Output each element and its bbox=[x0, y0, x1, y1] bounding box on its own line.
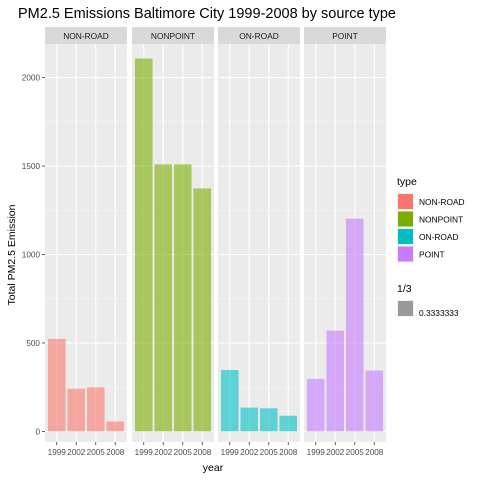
x-tick-label: 2002 bbox=[326, 448, 345, 457]
facet-strip-point bbox=[304, 27, 386, 44]
x-tick-label: 2005 bbox=[260, 448, 279, 457]
legend-alpha-swatch bbox=[398, 301, 413, 316]
legend-swatch bbox=[398, 229, 413, 244]
gridlines bbox=[45, 44, 127, 442]
x-tick-label: 2002 bbox=[67, 448, 86, 457]
y-tick-label: 500 bbox=[26, 339, 40, 348]
bar-non-road-2005 bbox=[86, 387, 105, 432]
x-tick-label: 1999 bbox=[221, 448, 240, 457]
x-tick-label: 2005 bbox=[174, 448, 193, 457]
legend-alpha-title: 1/3 bbox=[397, 283, 412, 295]
facet-panel-non-road: NON-ROAD 1999 2002 2005 2008 bbox=[45, 27, 127, 457]
chart-title: PM2.5 Emissions Baltimore City 1999-2008… bbox=[18, 6, 396, 22]
bar-on-road-2002 bbox=[240, 407, 259, 432]
bar-on-road-2008 bbox=[279, 415, 298, 432]
legend-label: POINT bbox=[419, 250, 445, 260]
bar-on-road-2005 bbox=[259, 408, 278, 432]
legend: type 1/3 0.3333333 NON-ROAD NONPOINT ON-RO… bbox=[397, 176, 465, 318]
facet-panel-point: POINT 1999 2002 2005 2008 bbox=[304, 27, 386, 457]
x-tick-label: 2002 bbox=[240, 448, 259, 457]
bar-nonpoint-2002 bbox=[154, 164, 173, 432]
bar-point-2002 bbox=[326, 330, 345, 432]
x-tick-label: 2005 bbox=[346, 448, 365, 457]
legend-item-on-road: ON-ROAD bbox=[397, 228, 459, 245]
bar-non-road-2002 bbox=[67, 388, 86, 432]
x-tick-label: 2008 bbox=[193, 448, 212, 457]
bar-point-2008 bbox=[365, 370, 384, 432]
legend-swatch bbox=[398, 246, 413, 262]
legend-alpha-label: 0.3333333 bbox=[419, 308, 459, 318]
bar-nonpoint-2008 bbox=[193, 188, 212, 432]
legend-swatch bbox=[398, 211, 413, 227]
bar-non-road-1999 bbox=[47, 338, 66, 432]
legend-item-non-road: NON-ROAD bbox=[397, 193, 465, 210]
bar-nonpoint-1999 bbox=[134, 58, 153, 432]
facet-strip-label: NON-ROAD bbox=[63, 31, 109, 41]
x-tick-label: 1999 bbox=[135, 448, 154, 457]
gridlines bbox=[218, 44, 300, 442]
facet-strip-label: NONPOINT bbox=[151, 31, 195, 41]
legend-label: NONPOINT bbox=[419, 215, 463, 225]
x-tick-label: 2005 bbox=[87, 448, 106, 457]
legend-label: ON-ROAD bbox=[419, 232, 459, 242]
facet-panel-nonpoint: NONPOINT 1999 2002 2005 2008 bbox=[132, 27, 214, 457]
facet-strip-label: ON-ROAD bbox=[239, 31, 279, 41]
x-tick-label: 2008 bbox=[106, 448, 125, 457]
legend-label: NON-ROAD bbox=[419, 197, 465, 207]
legend-item-nonpoint: NONPOINT bbox=[397, 210, 463, 228]
facet-strip-non-road bbox=[45, 27, 127, 44]
facet-strip-nonpoint bbox=[132, 27, 214, 44]
legend-swatch bbox=[398, 194, 413, 209]
x-tick-label: 1999 bbox=[48, 448, 67, 457]
legend-type-title: type bbox=[397, 176, 417, 188]
x-tick-label: 2002 bbox=[154, 448, 173, 457]
x-axis-title: year bbox=[203, 462, 224, 474]
x-tick-label: 2008 bbox=[279, 448, 298, 457]
y-tick-label: 0 bbox=[35, 427, 40, 436]
facet-panel-on-road: ON-ROAD 1999 2002 2005 2008 bbox=[218, 27, 300, 457]
bar-point-2005 bbox=[345, 218, 364, 432]
facet-strip-label: POINT bbox=[332, 31, 358, 41]
y-tick-label: 1000 bbox=[22, 250, 41, 259]
y-tick-label: 1500 bbox=[22, 162, 41, 171]
x-tick-label: 1999 bbox=[307, 448, 326, 457]
bar-on-road-1999 bbox=[220, 370, 239, 432]
x-tick-label: 2008 bbox=[365, 448, 384, 457]
facet-strip-on-road bbox=[218, 27, 300, 44]
bar-point-1999 bbox=[306, 378, 325, 432]
bar-non-road-2008 bbox=[106, 421, 125, 432]
y-axis-title: Total PM2.5 Emission bbox=[6, 204, 18, 305]
y-tick-label: 2000 bbox=[22, 74, 41, 83]
legend-item-point: POINT bbox=[397, 245, 445, 263]
bar-nonpoint-2005 bbox=[173, 164, 192, 432]
y-axis: 0 500 1000 1500 2000 bbox=[22, 74, 45, 436]
